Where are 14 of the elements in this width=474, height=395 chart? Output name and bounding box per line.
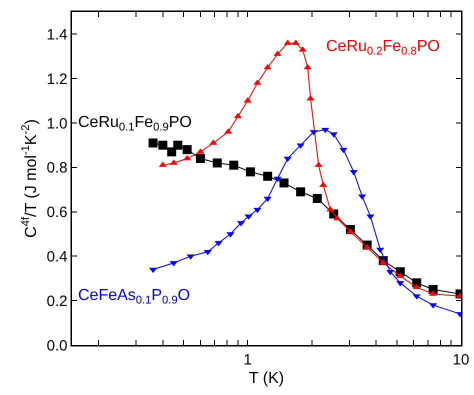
series-label: CeFeAs$_{0.1}$P$_{0.9}$O <box>78 287 190 306</box>
series-label: CeRu$_{0.2}$Fe$_{0.8}$PO <box>326 38 440 58</box>
x-tick-label: 1 <box>244 352 252 368</box>
y-tick-label: 0.6 <box>46 204 68 222</box>
y-tick-label: 0.4 <box>46 248 68 266</box>
x-axis-title: T (K) <box>248 370 284 387</box>
series-label: CeRu$_{0.1}$Fe$_{0.9}$PO <box>78 114 192 134</box>
x-tick-label: 10 <box>452 352 470 368</box>
y-tick-label: 0.8 <box>46 160 68 177</box>
y-tick-label: 0.2 <box>46 292 68 310</box>
y-tick-label: 1.4 <box>46 26 68 44</box>
y-tick-label: 1.2 <box>46 70 68 88</box>
y-tick-label: 0.0 <box>46 337 68 354</box>
y-tick-label: 1.0 <box>46 115 68 132</box>
